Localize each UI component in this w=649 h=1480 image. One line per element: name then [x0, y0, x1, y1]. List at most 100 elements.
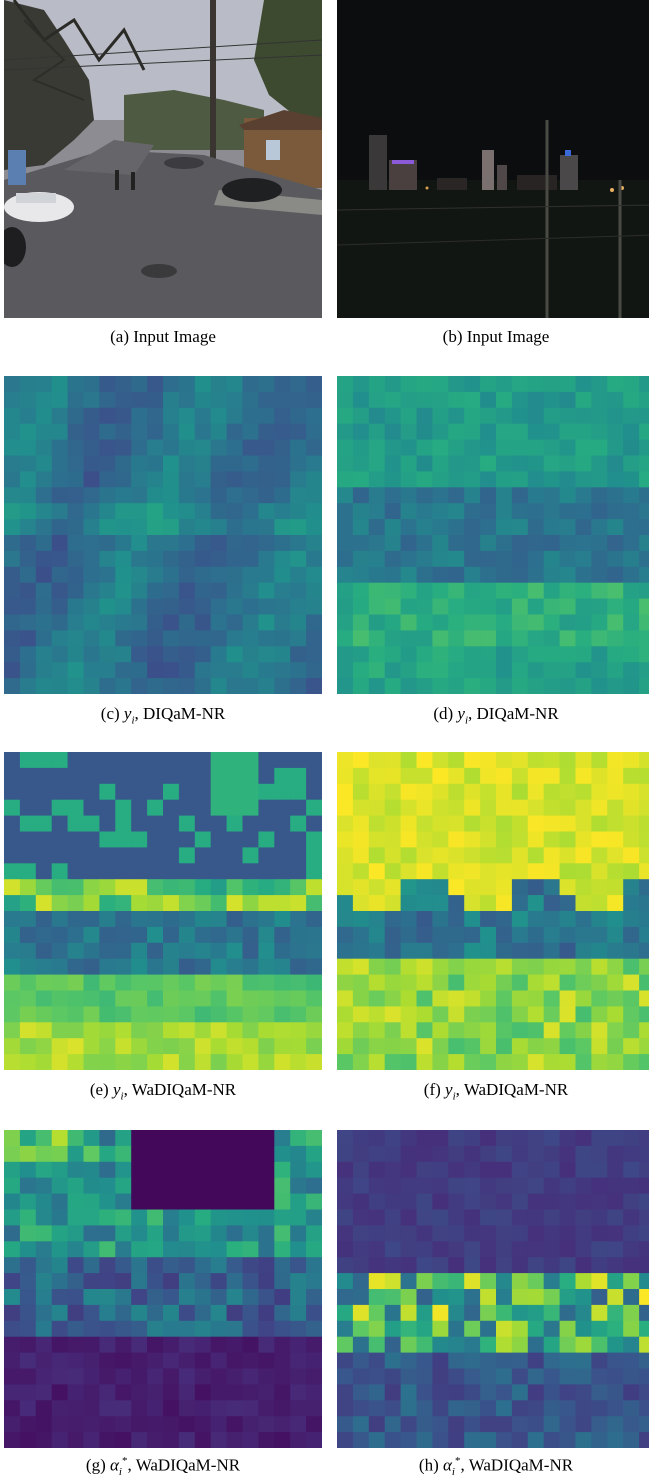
heatmap-cell — [607, 1273, 624, 1290]
heatmap-cell — [226, 1400, 244, 1417]
heatmap-cell — [543, 1225, 561, 1242]
heatmap-cell — [274, 958, 291, 976]
heatmap-cell — [131, 487, 148, 504]
heatmap-cell — [623, 879, 640, 896]
heatmap-cell — [337, 942, 354, 960]
heatmap-cell — [384, 423, 402, 441]
heatmap-cell — [352, 487, 370, 504]
heatmap-cell — [178, 535, 196, 552]
heatmap-cell — [194, 471, 212, 488]
heatmap-cell — [623, 487, 640, 504]
heatmap-cell — [559, 376, 577, 393]
heatmap-cell — [543, 1352, 561, 1370]
heatmap-cell — [527, 958, 545, 976]
heatmap-cell — [480, 535, 497, 552]
heatmap-cell — [306, 1320, 322, 1338]
heatmap-cell — [400, 1273, 418, 1290]
heatmap-cell — [4, 1432, 21, 1448]
heatmap-cell — [639, 1336, 649, 1354]
heatmap-cell — [131, 958, 148, 976]
heatmap-cell — [511, 1161, 529, 1179]
heatmap-cell — [527, 646, 545, 663]
heatmap-cell — [639, 471, 649, 488]
heatmap-cell — [51, 1241, 69, 1258]
heatmap-cell — [274, 974, 291, 992]
heatmap-cell — [163, 1130, 180, 1147]
heatmap-cell — [543, 990, 561, 1007]
heatmap-cell — [290, 799, 307, 817]
heatmap-cell — [480, 550, 497, 568]
heatmap-cell — [575, 752, 592, 769]
heatmap-cell — [400, 471, 418, 488]
heatmap-cell — [607, 926, 624, 944]
heatmap-cell — [639, 1145, 649, 1163]
heatmap-cell — [337, 1145, 354, 1163]
heatmap-cell — [4, 503, 21, 520]
heatmap-cell — [99, 1416, 116, 1433]
heatmap-cell — [210, 958, 228, 976]
heatmap-cell — [559, 1161, 577, 1179]
heatmap-cell — [496, 646, 513, 663]
heatmap-cell — [306, 1022, 322, 1039]
heatmap-cell — [19, 1400, 37, 1417]
caption-f: (f) yi, WaDIQaM-NR — [423, 1080, 569, 1103]
heatmap-cell — [51, 1038, 69, 1055]
heatmap-cell — [543, 582, 561, 600]
heatmap-cell — [131, 503, 148, 520]
heatmap-cell — [496, 598, 513, 616]
heatmap-cell — [274, 550, 291, 568]
heatmap-cell — [607, 1432, 624, 1448]
heatmap-cell — [131, 990, 148, 1007]
heatmap-cell — [575, 1145, 592, 1163]
heatmap-cell — [384, 990, 402, 1007]
heatmap-cell — [448, 423, 465, 441]
heatmap-cell — [543, 974, 561, 992]
heatmap-cell — [416, 1145, 433, 1163]
heatmap-cell — [83, 439, 100, 457]
heatmap-cell — [51, 1400, 69, 1417]
heatmap-cell — [432, 614, 449, 631]
heatmap-cell — [623, 550, 640, 568]
heatmap-cell — [226, 1038, 244, 1055]
heatmap-cell — [575, 911, 592, 928]
heatmap-cell — [448, 1400, 465, 1417]
heatmap-cell — [274, 1368, 291, 1385]
heatmap-cell — [400, 990, 418, 1007]
heatmap-cell — [258, 1304, 275, 1322]
heatmap-cell — [19, 1130, 37, 1147]
heatmap-cell — [226, 1022, 244, 1039]
heatmap-cell — [511, 646, 529, 663]
heatmap-cell — [639, 752, 649, 769]
heatmap-cell — [480, 1177, 497, 1195]
heatmap-cell — [352, 863, 370, 880]
heatmap-cell — [575, 423, 592, 441]
caption-h: (h) αi*, WaDIQaM-NR — [418, 1455, 574, 1479]
heatmap-cell — [51, 1193, 69, 1211]
heatmap-cell — [306, 582, 322, 600]
heatmap-cell — [575, 487, 592, 504]
heatmap-cell — [623, 1209, 640, 1226]
heatmap-cell — [67, 1289, 85, 1306]
heatmap-cell — [575, 519, 592, 536]
heatmap-cell — [147, 550, 164, 568]
heatmap-cell — [258, 535, 275, 552]
heatmap-cell — [337, 1161, 354, 1179]
heatmap-cell — [480, 1368, 497, 1385]
heatmap-cell — [575, 535, 592, 552]
heatmap-cell — [337, 646, 354, 663]
heatmap-cell — [131, 1257, 148, 1274]
heatmap-cell — [543, 1336, 561, 1354]
heatmap-cell — [527, 1054, 545, 1070]
heatmap-cell — [464, 376, 481, 393]
caption-e: (e) yi, WaDIQaM-NR — [89, 1080, 237, 1103]
heatmap-cell — [274, 487, 291, 504]
heatmap-cell — [4, 1209, 21, 1226]
heatmap-cell — [226, 1161, 244, 1179]
heatmap-cell — [210, 752, 228, 769]
heatmap-cell — [131, 1368, 148, 1385]
heatmap-cell — [51, 503, 69, 520]
heatmap-cell — [368, 407, 386, 425]
heatmap-cell — [99, 911, 116, 928]
heatmap-cell — [242, 678, 259, 694]
heatmap-cell — [496, 1022, 513, 1039]
